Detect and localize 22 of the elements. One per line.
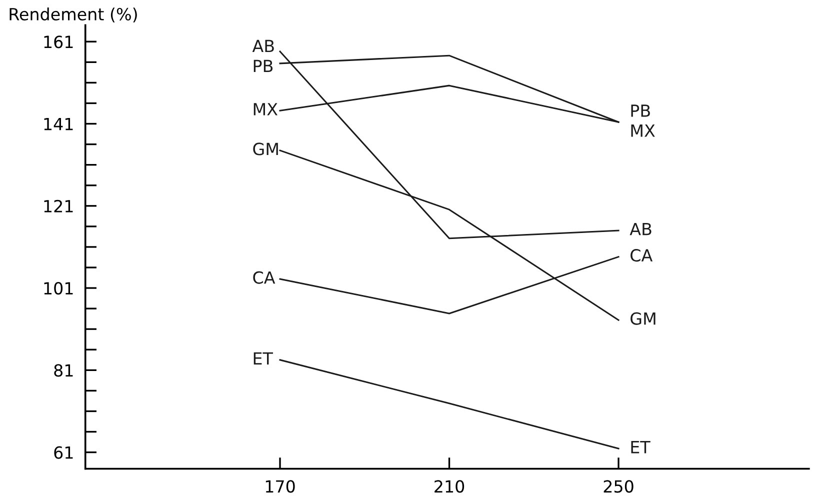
y-tick-label: 121: [44, 200, 73, 212]
series-label: MX: [254, 103, 278, 116]
y-tick-label: 161: [44, 36, 73, 48]
series-label: ET: [254, 352, 273, 364]
x-tick-label: 170: [266, 480, 295, 493]
text: AB: [630, 222, 652, 236]
y-axis-title: Rendement (%): [10, 8, 137, 22]
x-tick-label: 250: [604, 480, 634, 493]
series-label: CA: [253, 271, 276, 284]
y-tick-label: 101: [44, 282, 73, 295]
text: MX: [631, 124, 655, 137]
series-label: AB: [252, 40, 274, 52]
text: PB: [631, 104, 650, 117]
y-tick-label: 141: [44, 118, 73, 130]
y-tick-label: 61: [54, 446, 73, 459]
series-label: GM: [253, 142, 278, 156]
text: GM: [630, 312, 656, 325]
x-tick-label: 210: [434, 480, 464, 493]
y-tick-label: 81: [54, 364, 73, 377]
text: CA: [630, 249, 653, 262]
text: ET: [631, 441, 650, 454]
series-label: PB: [254, 60, 273, 72]
